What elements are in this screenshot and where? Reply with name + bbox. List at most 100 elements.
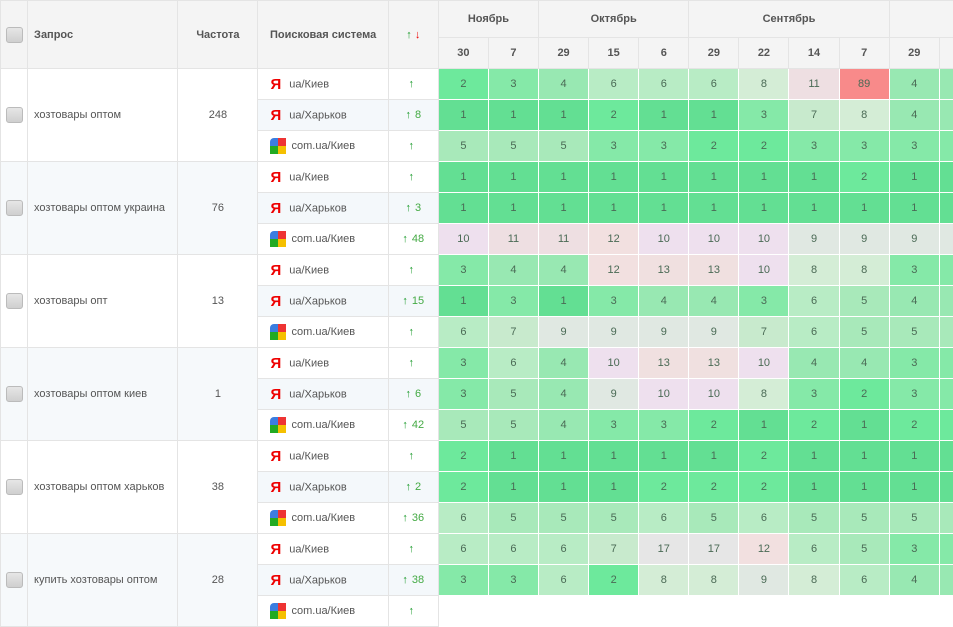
- position-cell: 1: [789, 162, 839, 193]
- col-change[interactable]: ↑ ↓: [388, 1, 438, 69]
- position-cell: 5: [889, 503, 939, 534]
- position-cell: 1: [689, 162, 739, 193]
- region-label: ua/Киев: [289, 171, 329, 183]
- month-header: Сентябрь: [689, 1, 889, 38]
- position-cell: 6: [488, 348, 538, 379]
- position-cell: [939, 503, 953, 534]
- date-header[interactable]: 29: [539, 38, 589, 69]
- yandex-icon: Я: [270, 479, 281, 496]
- position-cell: 2: [889, 410, 939, 441]
- row-checkbox[interactable]: [6, 107, 23, 123]
- position-cell: 1: [739, 410, 789, 441]
- row-checkbox[interactable]: [6, 572, 23, 588]
- change-value: 48: [412, 233, 424, 245]
- position-cell: 4: [488, 255, 538, 286]
- date-header[interactable]: 15: [589, 38, 639, 69]
- position-cell: [939, 131, 953, 162]
- yandex-icon: Я: [270, 76, 281, 93]
- position-cell: 3: [438, 379, 488, 410]
- date-header[interactable]: 14: [789, 38, 839, 69]
- position-cell: 2: [438, 472, 488, 503]
- position-cell: 10: [438, 224, 488, 255]
- position-cell: 13: [689, 255, 739, 286]
- row-checkbox[interactable]: [6, 293, 23, 309]
- arrow-up-icon: ↑: [402, 574, 408, 586]
- change-cell: ↑36: [388, 503, 438, 534]
- frequency-value: 1: [178, 348, 258, 441]
- position-cell: 3: [639, 410, 689, 441]
- row-select[interactable]: [1, 255, 28, 348]
- change-cell: ↑: [388, 255, 438, 286]
- query-text: хозтовары опт: [28, 255, 178, 348]
- position-cell: 3: [889, 131, 939, 162]
- position-cell: 1: [739, 162, 789, 193]
- position-cell: 4: [889, 565, 939, 596]
- yandex-icon: Я: [270, 200, 281, 217]
- row-checkbox[interactable]: [6, 479, 23, 495]
- position-cell: [939, 224, 953, 255]
- position-cell: 6: [589, 69, 639, 100]
- position-cell: 2: [789, 410, 839, 441]
- row-checkbox[interactable]: [6, 200, 23, 216]
- row-select[interactable]: [1, 348, 28, 441]
- change-cell: ↑: [388, 348, 438, 379]
- date-header[interactable]: 22: [739, 38, 789, 69]
- date-header[interactable]: [939, 38, 953, 69]
- position-cell: 6: [639, 503, 689, 534]
- position-cell: 2: [739, 472, 789, 503]
- row-checkbox[interactable]: [6, 386, 23, 402]
- col-frequency[interactable]: Частота: [178, 1, 258, 69]
- position-cell: 1: [589, 441, 639, 472]
- position-cell: 3: [589, 286, 639, 317]
- query-text: хозтовары оптом украина: [28, 162, 178, 255]
- position-cell: 5: [889, 317, 939, 348]
- position-cell: 4: [889, 69, 939, 100]
- position-cell: [589, 596, 639, 627]
- date-header[interactable]: 7: [839, 38, 889, 69]
- position-cell: 5: [689, 503, 739, 534]
- position-cell: [939, 410, 953, 441]
- select-all[interactable]: [1, 1, 28, 69]
- date-header[interactable]: 29: [889, 38, 939, 69]
- google-icon: [270, 417, 286, 433]
- row-select[interactable]: [1, 69, 28, 162]
- position-cell: 17: [689, 534, 739, 565]
- position-cell: 5: [488, 379, 538, 410]
- date-header[interactable]: 30: [438, 38, 488, 69]
- yandex-icon: Я: [270, 293, 281, 310]
- region-label: ua/Харьков: [289, 295, 347, 307]
- arrow-up-icon: ↑: [405, 202, 411, 214]
- position-cell: 1: [789, 472, 839, 503]
- change-cell: ↑: [388, 317, 438, 348]
- position-cell: [488, 596, 538, 627]
- col-engine: Поисковая система: [258, 1, 388, 69]
- position-cell: 17: [639, 534, 689, 565]
- position-cell: [789, 596, 839, 627]
- month-header: Октябрь: [539, 1, 689, 38]
- position-cell: 1: [639, 162, 689, 193]
- col-query[interactable]: Запрос: [28, 1, 178, 69]
- date-header[interactable]: 29: [689, 38, 739, 69]
- date-header[interactable]: 7: [488, 38, 538, 69]
- position-cell: 5: [488, 410, 538, 441]
- position-cell: 2: [589, 100, 639, 131]
- date-header[interactable]: 6: [639, 38, 689, 69]
- position-cell: 7: [739, 317, 789, 348]
- row-select[interactable]: [1, 441, 28, 534]
- position-cell: 1: [689, 193, 739, 224]
- position-cell: [939, 534, 953, 565]
- position-cell: 2: [639, 472, 689, 503]
- select-all-checkbox[interactable]: [6, 27, 23, 43]
- row-select[interactable]: [1, 162, 28, 255]
- arrow-up-icon: ↑: [405, 481, 411, 493]
- arrow-up-icon: ↑: [405, 388, 411, 400]
- row-select[interactable]: [1, 534, 28, 627]
- position-cell: 8: [739, 379, 789, 410]
- region-label: com.ua/Киев: [291, 605, 355, 617]
- position-cell: 4: [689, 286, 739, 317]
- change-cell: ↑48: [388, 224, 438, 255]
- position-cell: 1: [438, 100, 488, 131]
